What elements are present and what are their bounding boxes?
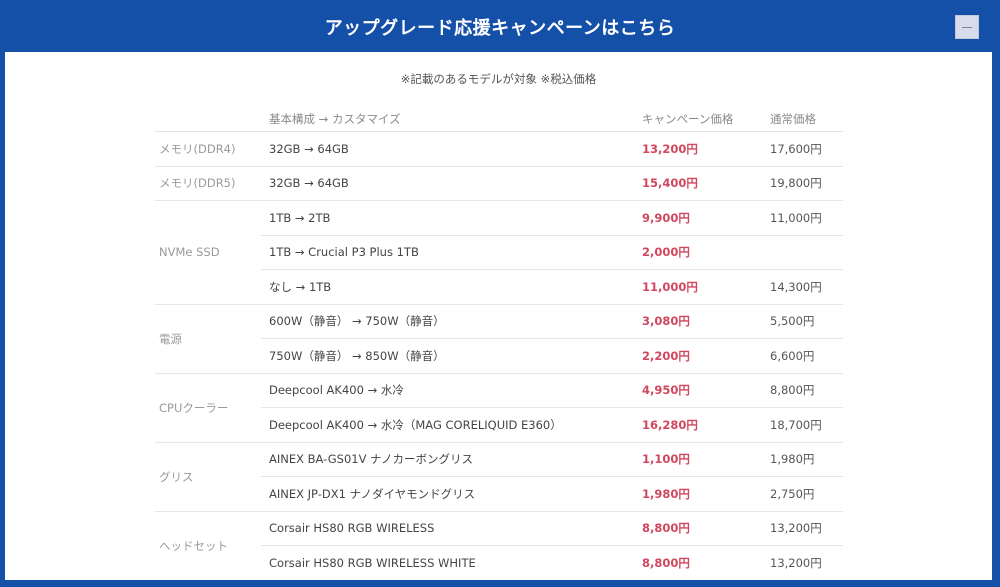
category-cell: CPUクーラー	[155, 373, 261, 443]
item-cell: Corsair HS80 RGB WIRELESS WHITE	[261, 545, 634, 580]
item-cell: AINEX JP-DX1 ナノダイヤモンドグリス	[261, 476, 634, 512]
campaign-price-cell: 8,800円	[634, 545, 762, 580]
campaign-header[interactable]: アップグレード応援キャンペーンはこちら	[0, 0, 1000, 52]
item-cell: 600W（静音） → 750W（静音）	[261, 304, 634, 339]
column-header-normal-price: 通常価格	[762, 106, 843, 132]
campaign-title: アップグレード応援キャンペーンはこちら	[324, 18, 676, 39]
campaign-price-cell: 11,000円	[634, 269, 762, 305]
table-row: グリス AINEX BA-GS01V ナノカーボングリス 1,100円 1,980円	[155, 442, 843, 512]
campaign-price-cell: 1,980円	[634, 476, 762, 512]
column-header-config: 基本構成 → カスタマイズ	[261, 106, 634, 132]
minus-icon	[962, 27, 972, 28]
normal-price-cell: 13,200円	[762, 511, 843, 546]
table-row: 電源 600W（静音） → 750W（静音） 3,080円 5,500円	[155, 304, 843, 374]
item-cell: Deepcool AK400 → 水冷	[261, 373, 634, 408]
table-row: CPUクーラー Deepcool AK400 → 水冷 4,950円 8,800円	[155, 373, 843, 443]
campaign-price-cell: 3,080円	[634, 304, 762, 339]
category-cell: メモリ(DDR4)	[155, 131, 261, 167]
normal-price-cell: 13,200円	[762, 545, 843, 580]
normal-price-cell: 19,800円	[762, 166, 843, 201]
campaign-price-cell: 2,000円	[634, 235, 762, 270]
normal-price-cell: 5,500円	[762, 304, 843, 339]
column-header-category	[155, 106, 261, 132]
campaign-price-cell: 1,100円	[634, 442, 762, 477]
price-table-body: メモリ(DDR4) 32GB → 64GB 13,200円 17,600円 メモリ(DD…	[155, 131, 843, 580]
table-row: ヘッドセット Corsair HS80 RGB WIRELESS 8,800円 13,…	[155, 511, 843, 580]
normal-price-cell: 18,700円	[762, 407, 843, 443]
table-row: なし → 1TB 11,000円 14,300円	[155, 269, 843, 305]
normal-price-cell: 2,750円	[762, 476, 843, 512]
price-table: 基本構成 → カスタマイズ キャンペーン価格 通常価格 メモリ(DDR4) 32G…	[155, 106, 843, 580]
item-cell: 1TB → 2TB	[261, 200, 634, 236]
item-cell: 32GB → 64GB	[261, 131, 634, 167]
table-row: Deepcool AK400 → 水冷（MAG CORELIQUID E360）…	[155, 407, 843, 443]
normal-price-cell: 8,800円	[762, 373, 843, 408]
category-cell: ヘッドセット	[155, 511, 261, 580]
table-row: 750W（静音） → 850W（静音） 2,200円 6,600円	[155, 338, 843, 374]
table-row: メモリ(DDR4) 32GB → 64GB 13,200円 17,600円	[155, 131, 843, 167]
table-row: メモリ(DDR5) 32GB → 64GB 15,400円 19,800円	[155, 166, 843, 201]
normal-price-cell: 6,600円	[762, 338, 843, 374]
campaign-price-cell: 4,950円	[634, 373, 762, 408]
item-cell: 32GB → 64GB	[261, 166, 634, 201]
item-cell: 750W（静音） → 850W（静音）	[261, 338, 634, 374]
campaign-price-cell: 8,800円	[634, 511, 762, 546]
item-cell: Deepcool AK400 → 水冷（MAG CORELIQUID E360）	[261, 407, 634, 443]
campaign-price-cell: 9,900円	[634, 200, 762, 236]
item-cell: AINEX BA-GS01V ナノカーボングリス	[261, 442, 634, 477]
table-header-row: 基本構成 → カスタマイズ キャンペーン価格 通常価格	[155, 106, 843, 132]
normal-price-cell: 14,300円	[762, 269, 843, 305]
normal-price-cell: 1,980円	[762, 442, 843, 477]
category-cell: グリス	[155, 442, 261, 512]
normal-price-cell: 17,600円	[762, 131, 843, 167]
normal-price-cell: 11,000円	[762, 200, 843, 236]
campaign-price-cell: 15,400円	[634, 166, 762, 201]
collapse-button[interactable]	[955, 15, 979, 39]
table-row: Corsair HS80 RGB WIRELESS WHITE 8,800円 13,…	[155, 545, 843, 580]
price-note: ※記載のあるモデルが対象 ※税込価格	[400, 72, 597, 86]
table-row: NVMe SSD 1TB → 2TB 9,900円 11,000円	[155, 200, 843, 305]
normal-price-cell	[762, 235, 843, 270]
campaign-panel: ※記載のあるモデルが対象 ※税込価格 基本構成 → カスタマイズ キャンペーン価…	[5, 52, 992, 580]
category-cell: NVMe SSD	[155, 200, 261, 305]
category-cell: メモリ(DDR5)	[155, 166, 261, 201]
category-cell: 電源	[155, 304, 261, 374]
item-cell: Corsair HS80 RGB WIRELESS	[261, 511, 634, 546]
table-row: 1TB → Crucial P3 Plus 1TB 2,000円	[155, 235, 843, 270]
item-cell: 1TB → Crucial P3 Plus 1TB	[261, 235, 634, 270]
item-cell: なし → 1TB	[261, 269, 634, 305]
column-header-campaign-price: キャンペーン価格	[634, 106, 762, 132]
campaign-price-cell: 2,200円	[634, 338, 762, 374]
campaign-price-cell: 13,200円	[634, 131, 762, 167]
campaign-price-cell: 16,280円	[634, 407, 762, 443]
table-row: AINEX JP-DX1 ナノダイヤモンドグリス 1,980円 2,750円	[155, 476, 843, 512]
